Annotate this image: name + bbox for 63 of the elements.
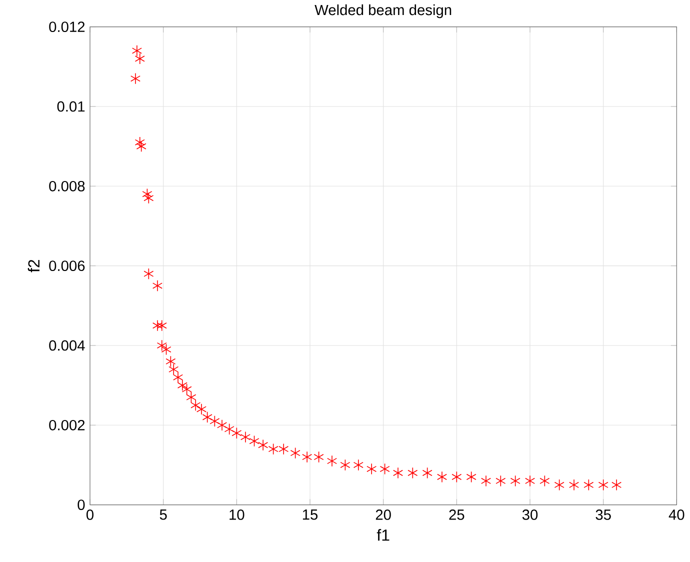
point <box>584 479 594 491</box>
point <box>142 188 152 200</box>
point <box>480 475 492 487</box>
x-axis-title: f1 <box>376 529 390 541</box>
point <box>134 136 145 148</box>
chart-title: Welded beam design <box>314 4 452 18</box>
point <box>161 344 172 356</box>
point <box>326 455 338 467</box>
point <box>152 320 162 332</box>
point <box>436 471 448 483</box>
point <box>510 475 520 487</box>
x-tick-label: 40 <box>668 510 684 520</box>
point <box>524 475 536 487</box>
point <box>380 463 390 475</box>
point <box>554 479 564 491</box>
y-tick-label: 0.01 <box>57 101 85 112</box>
x-tick-label: 20 <box>376 510 391 520</box>
point <box>144 192 154 204</box>
point <box>224 423 234 435</box>
y-tick-label: 0 <box>78 500 85 510</box>
point <box>268 443 278 455</box>
point <box>156 320 167 332</box>
x-tick-label: 0 <box>86 510 94 520</box>
x-tick-label: 15 <box>302 510 318 520</box>
point <box>496 475 506 487</box>
point <box>353 459 364 471</box>
x-tick-label: 35 <box>596 510 611 520</box>
point <box>598 479 608 491</box>
point <box>278 443 289 455</box>
point <box>152 280 162 292</box>
y-tick-label: 0.012 <box>49 22 85 32</box>
point <box>240 431 250 443</box>
point <box>144 268 154 280</box>
point <box>258 439 268 451</box>
x-tick-label: 10 <box>230 510 244 520</box>
point <box>568 479 580 491</box>
point <box>366 463 377 475</box>
y-axis-title: f2 <box>28 260 40 272</box>
point <box>392 467 404 479</box>
point <box>452 471 462 483</box>
point <box>302 451 312 463</box>
point <box>156 340 167 352</box>
point <box>136 140 146 152</box>
point <box>130 72 140 84</box>
point <box>290 447 300 459</box>
x-tick-label: 25 <box>449 510 464 520</box>
point <box>540 475 550 487</box>
x-tick-label: 5 <box>160 510 167 520</box>
point <box>249 435 260 447</box>
y-tick-label: 0.004 <box>49 340 85 351</box>
point <box>422 467 432 479</box>
point <box>216 420 228 431</box>
point <box>314 451 324 463</box>
point <box>210 416 220 427</box>
y-tick-label: 0.008 <box>49 181 85 192</box>
point <box>340 459 350 471</box>
y-tick-label: 0.002 <box>49 420 85 430</box>
y-tick-label: 0.006 <box>49 260 85 272</box>
point <box>612 479 622 491</box>
point <box>232 427 242 439</box>
x-tick-label: 30 <box>522 510 538 520</box>
point <box>466 471 476 483</box>
point <box>408 467 418 479</box>
